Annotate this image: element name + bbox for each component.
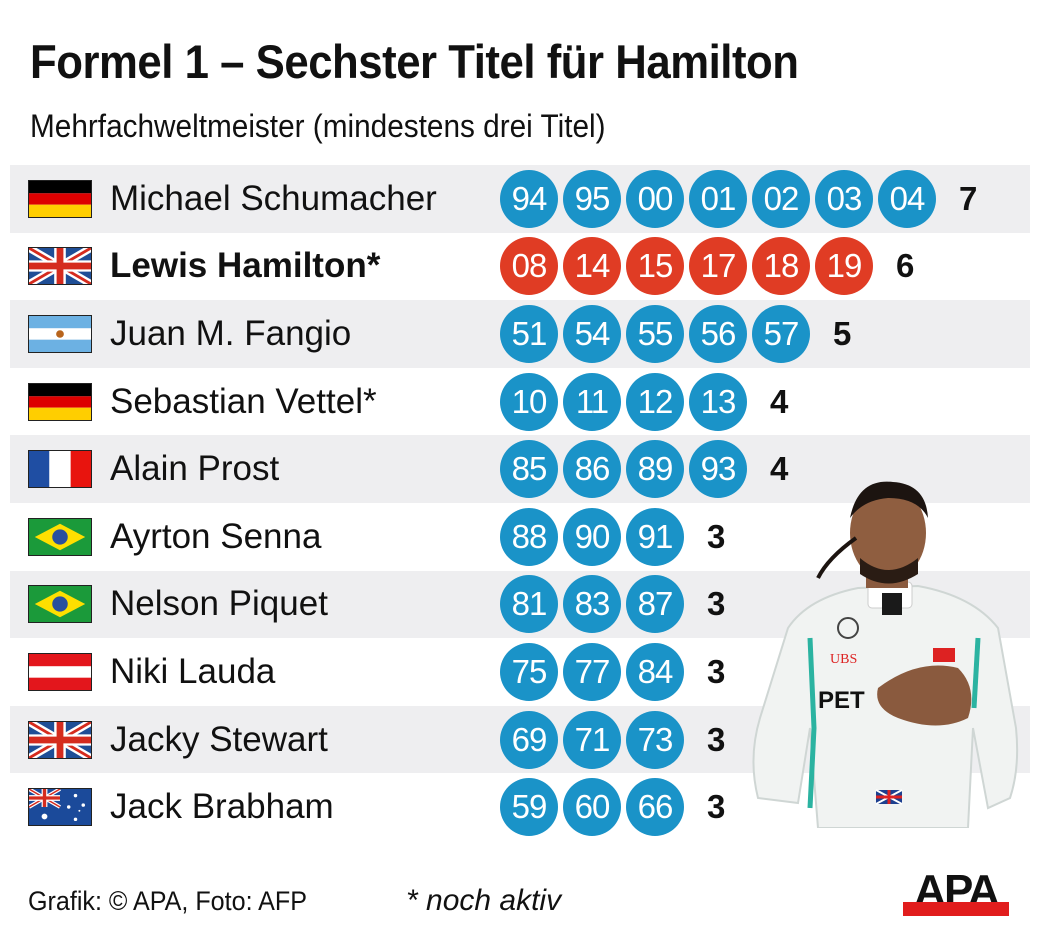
year-bubble: 84	[626, 642, 684, 701]
svg-text:PET: PET	[818, 687, 865, 714]
germany-flag-icon	[28, 382, 92, 421]
chart-title: Formel 1 – Sechster Titel für Hamilton	[30, 35, 799, 88]
driver-name: Juan M. Fangio	[110, 313, 352, 353]
apa-logo-bar	[903, 902, 1009, 916]
title-years: 88 90 91 3	[500, 507, 726, 566]
year-bubble: 54	[563, 304, 621, 363]
table-row: Jack Brabham 59 60 66 3	[10, 773, 1030, 841]
source-credit: Grafik: © APA, Foto: AFP	[28, 886, 307, 916]
table-row: Juan M. Fangio 51 54 55 56 57 5	[10, 300, 1030, 368]
table-row: Alain Prost 85 86 89 93 4	[10, 435, 1030, 503]
year-bubble: 11	[563, 372, 621, 431]
year-bubble: 89	[626, 440, 684, 499]
title-count: 3	[707, 720, 726, 758]
driver-name: Lewis Hamilton*	[110, 246, 381, 286]
brazil-flag-icon	[28, 517, 92, 556]
brazil-flag-icon	[28, 585, 92, 624]
champions-table: Michael Schumacher 94 95 00 01 02 03 04 7 Lewis H…	[10, 165, 1030, 841]
year-bubble: 51	[500, 304, 558, 363]
uk-flag-icon	[28, 720, 92, 759]
uk-flag-icon	[28, 247, 92, 286]
year-bubble: 12	[626, 372, 684, 431]
year-bubble: 15	[626, 237, 684, 296]
year-bubble: 00	[626, 169, 684, 228]
title-count: 5	[833, 314, 852, 352]
year-bubble: 66	[626, 778, 684, 837]
title-years: 51 54 55 56 57 5	[500, 304, 852, 363]
year-bubble: 13	[689, 372, 747, 431]
table-row: Sebastian Vettel* 10 11 12 13 4	[10, 368, 1030, 436]
year-bubble: 02	[752, 169, 810, 228]
title-years: 08 14 15 17 18 19 6	[500, 237, 915, 296]
driver-name: Michael Schumacher	[110, 178, 437, 218]
year-bubble: 86	[563, 440, 621, 499]
year-bubble: 69	[500, 710, 558, 769]
year-bubble: 81	[500, 575, 558, 634]
year-bubble: 19	[815, 237, 873, 296]
year-bubble: 56	[689, 304, 747, 363]
table-row: Ayrton Senna 88 90 91 3	[10, 503, 1030, 571]
title-years: 75 77 84 3	[500, 642, 726, 701]
title-count: 3	[707, 517, 726, 555]
title-count: 4	[770, 450, 789, 488]
table-row: Michael Schumacher 94 95 00 01 02 03 04 7	[10, 165, 1030, 233]
austria-flag-icon	[28, 652, 92, 691]
year-bubble: 04	[878, 169, 936, 228]
title-years: 59 60 66 3	[500, 778, 726, 837]
driver-photo: UBS PET	[748, 478, 1028, 829]
year-bubble: 01	[689, 169, 747, 228]
australia-flag-icon	[28, 788, 92, 827]
title-years: 69 71 73 3	[500, 710, 726, 769]
title-count: 3	[707, 585, 726, 623]
year-bubble: 57	[752, 304, 810, 363]
year-bubble: 85	[500, 440, 558, 499]
driver-name: Alain Prost	[110, 449, 280, 489]
france-flag-icon	[28, 450, 92, 489]
driver-name: Jacky Stewart	[110, 719, 328, 759]
svg-text:UBS: UBS	[830, 652, 857, 667]
year-bubble: 10	[500, 372, 558, 431]
driver-name: Jack Brabham	[110, 787, 334, 827]
year-bubble: 73	[626, 710, 684, 769]
year-bubble: 18	[752, 237, 810, 296]
year-bubble: 55	[626, 304, 684, 363]
year-bubble: 77	[563, 642, 621, 701]
year-bubble: 90	[563, 507, 621, 566]
chart-subtitle: Mehrfachweltmeister (mindestens drei Tit…	[30, 108, 606, 144]
year-bubble: 08	[500, 237, 558, 296]
title-years: 81 83 87 3	[500, 575, 726, 634]
year-bubble: 93	[689, 440, 747, 499]
driver-name: Sebastian Vettel*	[110, 381, 377, 421]
year-bubble: 71	[563, 710, 621, 769]
table-row: Niki Lauda 75 77 84 3	[10, 638, 1030, 706]
title-count: 6	[896, 247, 915, 285]
driver-name: Ayrton Senna	[110, 516, 322, 556]
year-bubble: 95	[563, 169, 621, 228]
title-count: 3	[707, 788, 726, 826]
year-bubble: 91	[626, 507, 684, 566]
title-count: 3	[707, 652, 726, 690]
year-bubble: 60	[563, 778, 621, 837]
footnote-active: * noch aktiv	[406, 884, 562, 917]
germany-flag-icon	[28, 179, 92, 218]
year-bubble: 94	[500, 169, 558, 228]
year-bubble: 87	[626, 575, 684, 634]
apa-logo: APA	[903, 866, 1009, 920]
title-years: 10 11 12 13 4	[500, 372, 789, 431]
year-bubble: 03	[815, 169, 873, 228]
title-years: 85 86 89 93 4	[500, 440, 789, 499]
year-bubble: 88	[500, 507, 558, 566]
driver-name: Nelson Piquet	[110, 584, 328, 624]
year-bubble: 59	[500, 778, 558, 837]
year-bubble: 83	[563, 575, 621, 634]
year-bubble: 17	[689, 237, 747, 296]
table-row: Lewis Hamilton* 08 14 15 17 18 19 6	[10, 233, 1030, 301]
argentina-flag-icon	[28, 314, 92, 353]
driver-name: Niki Lauda	[110, 651, 276, 691]
title-years: 94 95 00 01 02 03 04 7	[500, 169, 978, 228]
year-bubble: 75	[500, 642, 558, 701]
title-count: 7	[959, 179, 978, 217]
title-count: 4	[770, 382, 789, 420]
year-bubble: 14	[563, 237, 621, 296]
